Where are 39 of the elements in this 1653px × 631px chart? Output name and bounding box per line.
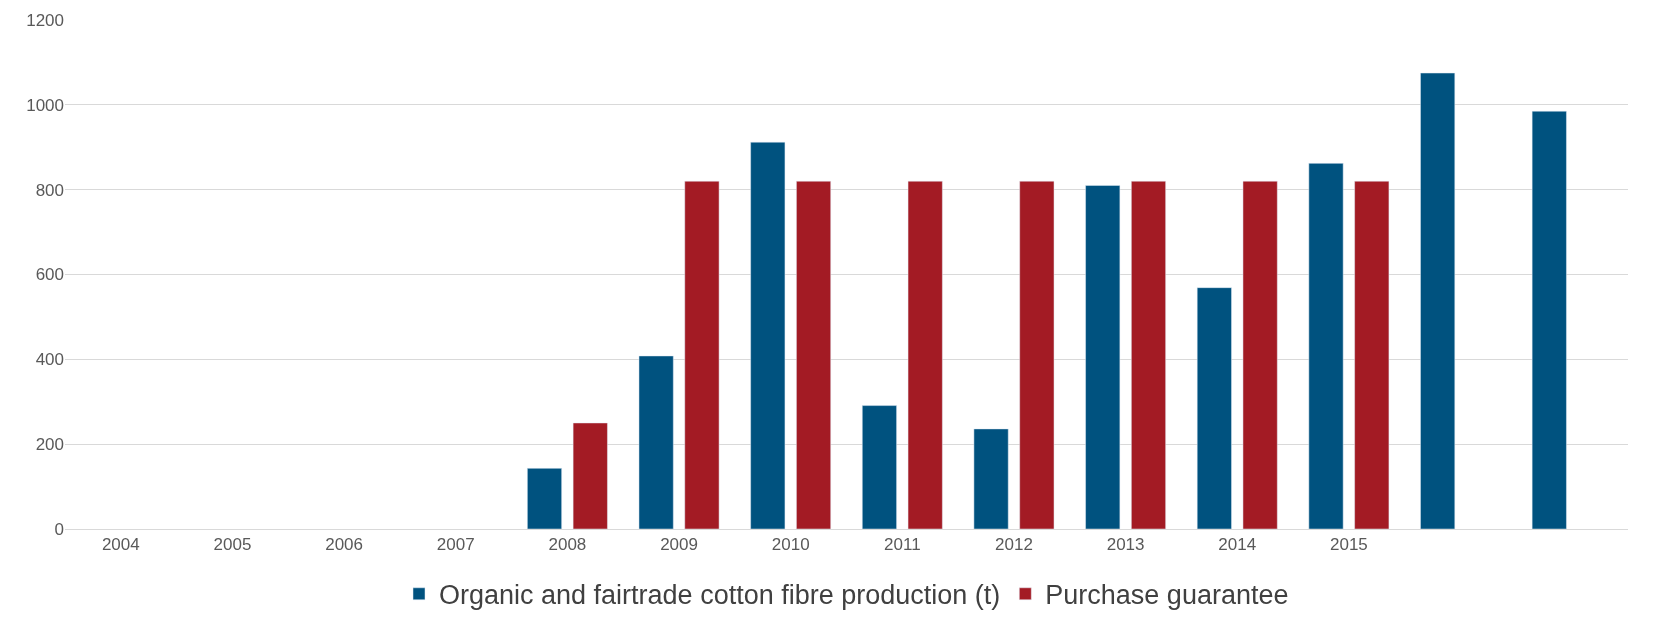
x-tick-label: 2005 xyxy=(213,535,252,555)
y-tick-label: 200 xyxy=(35,435,64,455)
bar xyxy=(527,468,562,529)
x-tick-label: 2006 xyxy=(325,535,364,555)
bar xyxy=(750,141,786,529)
bar xyxy=(973,428,1009,529)
x-tick-label: 2007 xyxy=(436,535,475,555)
bar xyxy=(1242,180,1278,529)
x-tick-label: 2009 xyxy=(660,535,698,555)
bar xyxy=(796,180,831,529)
y-tick-label: 400 xyxy=(35,350,64,370)
x-tick-label: 2008 xyxy=(548,535,587,555)
x-tick-label: 2012 xyxy=(995,535,1033,555)
x-tick-label: 2004 xyxy=(101,535,140,555)
x-tick-label: 2015 xyxy=(1329,535,1368,555)
bar xyxy=(1308,163,1344,529)
y-tick-label: 1000 xyxy=(26,95,64,115)
x-tick-label: 2013 xyxy=(1106,535,1145,555)
bar xyxy=(1354,180,1390,529)
y-tick-label: 600 xyxy=(35,265,64,285)
bar xyxy=(862,405,897,529)
bar xyxy=(1019,180,1055,529)
y-tick-label: 1200 xyxy=(26,10,64,30)
bar xyxy=(1196,287,1232,529)
x-tick-label: 2011 xyxy=(884,535,921,555)
legend-label: Organic and fairtrade cotton fibre production (t) xyxy=(439,580,1001,611)
bar xyxy=(907,180,943,529)
bar xyxy=(638,355,674,529)
bar xyxy=(684,180,720,529)
x-tick-label: 2014 xyxy=(1218,535,1257,555)
y-tick-label: 800 xyxy=(35,180,64,200)
bar xyxy=(572,422,608,529)
bar xyxy=(1420,72,1456,529)
y-tick-label: 0 xyxy=(54,519,64,539)
legend-label: Purchase guarantee xyxy=(1045,580,1289,611)
bar xyxy=(1531,110,1567,529)
x-tick-label: 2010 xyxy=(771,535,810,555)
bar xyxy=(1085,185,1121,529)
bar xyxy=(1131,180,1166,529)
